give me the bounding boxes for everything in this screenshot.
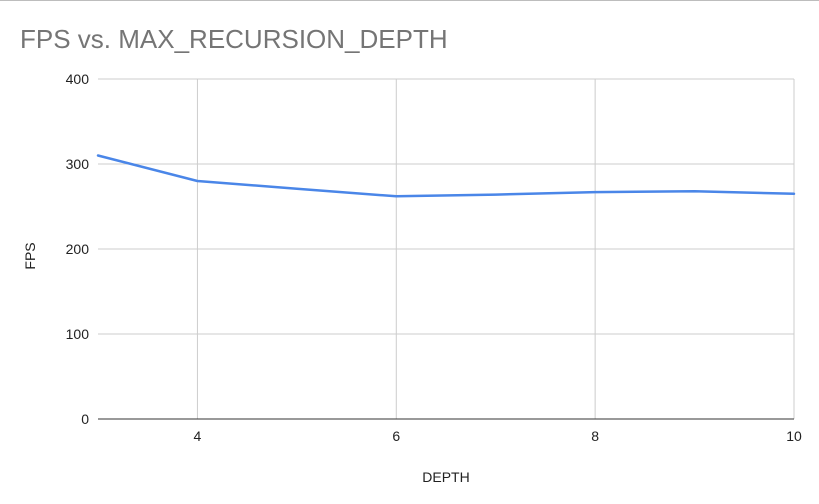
- series-layer: [96, 154, 796, 198]
- y-axis-title: FPS: [22, 242, 38, 269]
- x-axis-title: DEPTH: [422, 469, 469, 485]
- y-tick-label: 0: [81, 411, 89, 427]
- y-tick-label: 100: [66, 326, 90, 342]
- chart-title: FPS vs. MAX_RECURSION_DEPTH: [20, 24, 448, 54]
- y-tick-label: 400: [66, 71, 90, 87]
- x-tick-label: 10: [786, 428, 802, 444]
- x-tick-label: 6: [392, 428, 400, 444]
- grid-layer: [98, 78, 795, 419]
- series-line: [96, 154, 796, 198]
- axis-layer: 0 100 200 300 400 4 6 8 10: [66, 71, 802, 444]
- top-divider: [0, 0, 819, 1]
- y-tick-label: 200: [66, 241, 90, 257]
- y-tick-label: 300: [66, 156, 90, 172]
- x-tick-label: 8: [591, 428, 599, 444]
- x-tick-label: 4: [194, 428, 202, 444]
